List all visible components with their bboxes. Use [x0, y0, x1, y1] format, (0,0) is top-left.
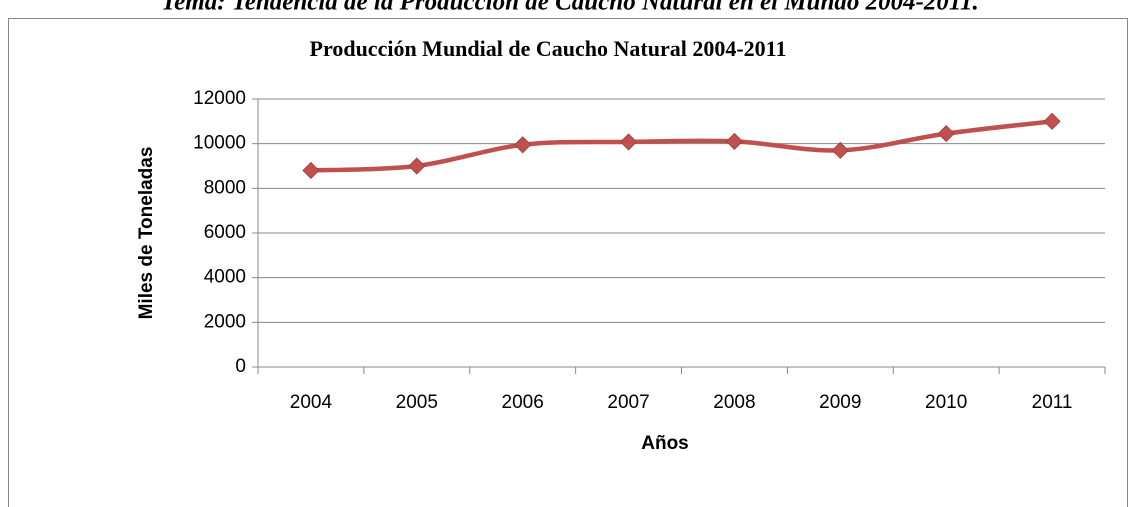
y-tick-label: 0: [235, 356, 246, 377]
y-tick-label: 6000: [204, 222, 246, 243]
point-marker: [937, 125, 955, 143]
x-tick-label: 2007: [607, 392, 649, 413]
x-tick-label: 2009: [819, 392, 861, 413]
x-tick-label: 2005: [396, 392, 438, 413]
y-tick-label: 4000: [204, 267, 246, 288]
y-axis-label: Miles de Toneladas: [136, 147, 157, 320]
y-tick-label: 8000: [204, 177, 246, 198]
point-marker: [408, 157, 426, 175]
x-tick-label: 2010: [925, 392, 967, 413]
x-tick-label: 2011: [1032, 392, 1073, 413]
point-marker: [514, 136, 532, 154]
point-marker: [831, 141, 849, 159]
x-tick-label: 2006: [502, 392, 544, 413]
chart-border: [8, 18, 1128, 507]
chart-title: Producción Mundial de Caucho Natural 200…: [310, 36, 787, 61]
x-tick-label: 2004: [290, 392, 333, 413]
y-tick-label: 12000: [193, 88, 246, 109]
x-tick-label: 2008: [713, 392, 755, 413]
point-marker: [1043, 112, 1061, 130]
page-heading: Tema: Tendencia de la Producción de Cauc…: [161, 0, 979, 16]
x-axis-label: Años: [641, 433, 689, 454]
point-marker: [725, 132, 744, 150]
point-marker: [619, 133, 638, 151]
series-line: [310, 119, 1053, 173]
y-tick-label: 2000: [204, 311, 246, 332]
point-marker: [302, 161, 320, 180]
y-tick-label: 10000: [193, 133, 246, 154]
